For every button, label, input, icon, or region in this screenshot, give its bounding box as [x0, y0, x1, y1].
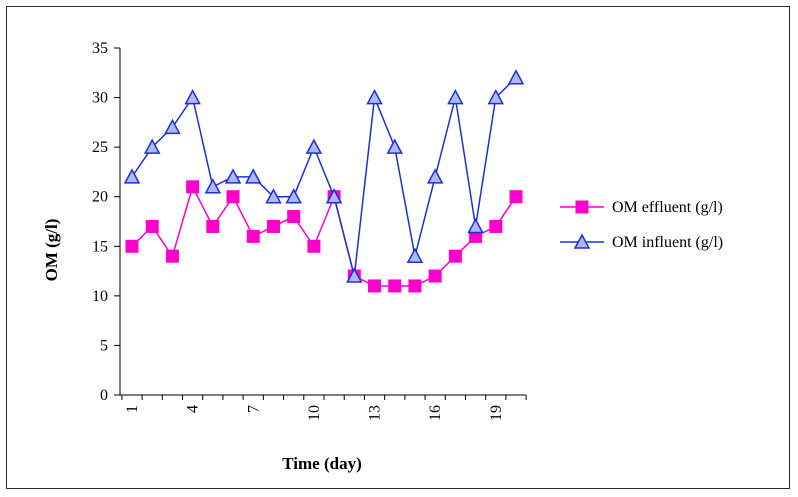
data-point: [406, 247, 424, 263]
legend: OM effluent (g/l) OM influent (g/l): [560, 199, 723, 251]
y-axis-title: OM (g/l): [42, 219, 61, 282]
series-line: [131, 77, 517, 277]
data-point: [226, 190, 240, 204]
data-point: [143, 138, 161, 154]
y-axis: 0 5 10 15 20 25 30 35: [92, 40, 121, 404]
legend-marker: [573, 233, 591, 249]
x-axis: 1 4 7 10 13 16 19: [120, 394, 527, 421]
data-point: [467, 217, 484, 234]
data-point: [346, 267, 363, 283]
data-point: [224, 168, 242, 184]
data-point: [487, 88, 505, 105]
x-tick-label: 19: [488, 405, 505, 421]
y-tick-label: 25: [92, 139, 108, 156]
series-influent: [123, 69, 525, 283]
x-tick-label: 7: [245, 405, 262, 413]
data-point: [428, 269, 442, 283]
data-point: [265, 188, 282, 204]
y-tick-label: 35: [92, 40, 108, 57]
y-tick-label: 5: [100, 337, 108, 354]
x-axis-title: Time (day): [282, 454, 362, 473]
data-point: [184, 88, 201, 105]
data-point: [408, 279, 422, 293]
data-point: [266, 219, 280, 233]
data-point: [285, 188, 302, 204]
data-point: [204, 178, 222, 194]
y-tick-label: 15: [92, 238, 108, 255]
data-point: [489, 219, 503, 233]
data-point: [325, 188, 343, 204]
legend-label: OM effluent (g/l): [612, 199, 723, 216]
x-tick-label: 10: [306, 405, 323, 421]
data-point: [164, 118, 181, 135]
series-layer: [123, 69, 525, 293]
data-point: [509, 190, 523, 204]
legend-item: OM influent (g/l): [560, 233, 723, 251]
series-effluent: [125, 180, 523, 293]
legend-label: OM influent (g/l): [612, 234, 723, 251]
data-point: [245, 168, 262, 184]
data-point: [165, 249, 179, 263]
data-point: [386, 138, 403, 154]
legend-item: OM effluent (g/l): [560, 199, 723, 216]
data-point: [366, 88, 383, 105]
y-tick-label: 20: [92, 189, 108, 206]
data-point: [145, 219, 159, 233]
x-tick-label: 4: [185, 405, 202, 413]
data-point: [287, 210, 301, 224]
data-point: [307, 239, 321, 253]
x-tick-label: 13: [367, 405, 384, 421]
data-point: [206, 219, 220, 233]
data-point: [186, 180, 200, 194]
y-tick-label: 0: [100, 387, 108, 404]
data-point: [448, 249, 462, 263]
y-tick-label: 30: [92, 90, 108, 107]
y-tick-label: 10: [92, 288, 108, 305]
x-tick-label: 1: [124, 405, 141, 413]
data-point: [123, 168, 141, 184]
data-point: [447, 88, 464, 105]
data-point: [125, 239, 139, 253]
x-tick-label: 16: [427, 405, 444, 421]
data-point: [507, 69, 525, 85]
data-point: [305, 138, 323, 154]
data-point: [368, 279, 382, 293]
data-point: [426, 168, 444, 184]
data-point: [388, 279, 402, 293]
series-line: [131, 184, 517, 287]
legend-marker: [575, 200, 589, 214]
data-point: [246, 229, 260, 243]
